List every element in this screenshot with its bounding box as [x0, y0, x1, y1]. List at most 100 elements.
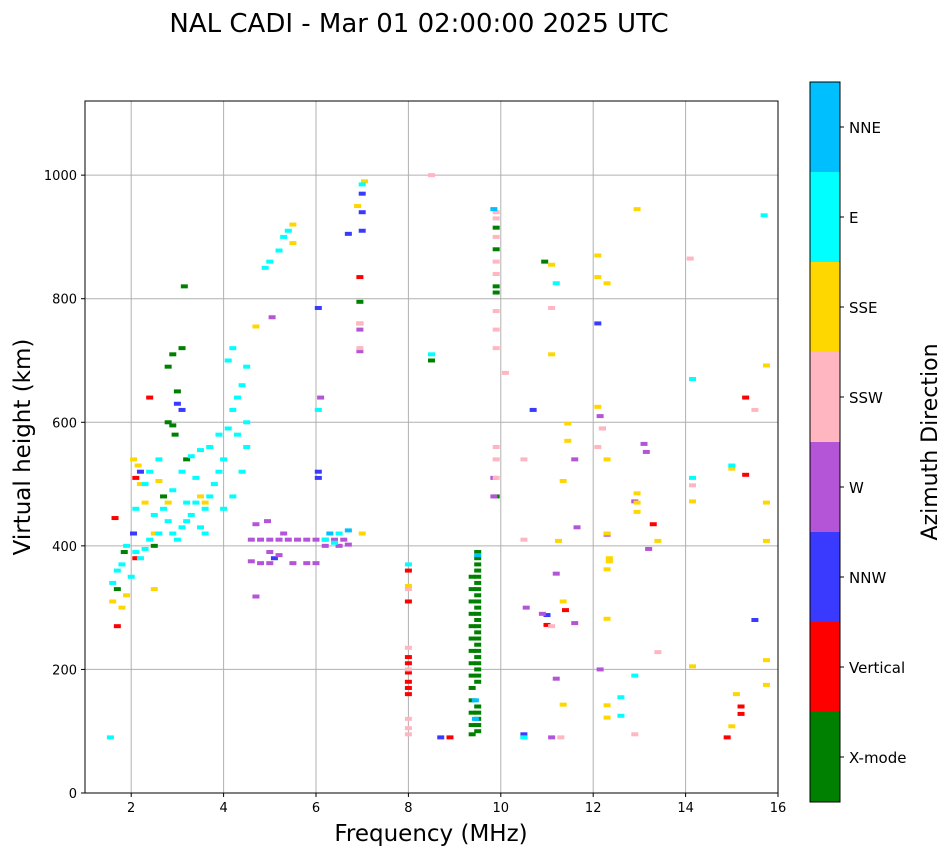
data-point [206, 494, 214, 499]
data-point [197, 448, 204, 453]
data-point [603, 715, 611, 720]
colorbar-label: Azimuth Direction [918, 343, 943, 540]
data-point [633, 207, 641, 212]
data-point [557, 735, 565, 740]
data-point [640, 441, 648, 446]
data-point [520, 735, 528, 740]
data-point [603, 703, 611, 708]
data-point [120, 550, 128, 555]
colorbar-segment [810, 622, 840, 712]
data-point [548, 624, 556, 629]
data-point [689, 377, 697, 382]
data-point [155, 457, 163, 462]
data-point [356, 346, 364, 351]
data-point [404, 685, 412, 690]
data-point [474, 574, 482, 579]
data-point [317, 395, 325, 400]
data-point [686, 256, 694, 261]
data-point [123, 593, 131, 598]
data-point [111, 516, 119, 521]
data-point [197, 525, 204, 530]
colorbar-tick-label: NNW [849, 569, 886, 587]
data-point [404, 679, 412, 684]
data-points [106, 173, 770, 740]
data-point [344, 231, 352, 236]
data-point [280, 234, 288, 239]
data-point [344, 528, 352, 533]
data-point [160, 494, 168, 499]
x-tick-label: 2 [127, 801, 135, 816]
data-point [474, 648, 482, 653]
data-point [474, 587, 482, 592]
colorbar-tick-label: W [849, 479, 864, 497]
data-point [160, 506, 168, 511]
data-point [141, 482, 149, 487]
data-point [356, 299, 364, 304]
data-point [737, 704, 745, 709]
data-point [596, 414, 604, 419]
data-point [215, 469, 223, 474]
data-point [520, 732, 528, 737]
data-point [118, 605, 126, 610]
data-point [146, 537, 154, 542]
data-point [284, 228, 292, 233]
data-point [468, 587, 476, 592]
data-point [257, 537, 265, 542]
data-point [617, 713, 625, 718]
data-point [468, 673, 476, 678]
colorbar-tick-label: NNE [849, 119, 881, 137]
data-point [552, 676, 560, 681]
data-point [192, 475, 200, 480]
data-point [118, 562, 126, 567]
data-point [552, 571, 560, 576]
data-point [243, 364, 251, 369]
data-point [171, 432, 179, 437]
data-point [596, 667, 604, 672]
data-point [594, 253, 602, 258]
data-point [180, 284, 188, 289]
y-axis-label: Virtual height (km) [10, 339, 36, 556]
data-point [247, 559, 255, 564]
data-point [173, 537, 181, 542]
x-tick-label: 12 [585, 801, 602, 816]
data-point [404, 568, 412, 573]
data-point [760, 213, 768, 218]
data-point [468, 732, 476, 737]
y-tick-label: 0 [69, 787, 77, 802]
y-tick-label: 400 [52, 540, 77, 555]
data-point [150, 512, 158, 517]
data-point [468, 624, 476, 629]
data-point [266, 259, 274, 264]
data-point [358, 210, 366, 215]
data-point [474, 618, 482, 622]
data-point [303, 537, 311, 542]
x-tick-label: 8 [404, 801, 412, 816]
data-point [229, 494, 237, 499]
data-point [134, 463, 142, 468]
data-point [404, 667, 412, 672]
data-point [344, 542, 352, 547]
data-point [490, 494, 498, 499]
data-point [356, 275, 364, 280]
data-point [356, 321, 364, 326]
colorbar-segment [810, 712, 840, 802]
data-point [762, 658, 770, 663]
data-point [261, 265, 269, 270]
data-point [404, 599, 412, 604]
data-point [233, 432, 241, 437]
data-point [358, 191, 366, 196]
data-point [252, 594, 260, 599]
data-point [243, 420, 251, 425]
data-point [109, 599, 117, 604]
data-point [113, 587, 121, 592]
data-point [548, 352, 556, 357]
data-point [492, 272, 500, 276]
data-point [109, 580, 117, 585]
data-point [474, 673, 482, 678]
colorbar-frame [809, 81, 841, 803]
data-point [303, 561, 311, 566]
data-point [275, 553, 283, 558]
data-point [468, 611, 476, 616]
data-point [468, 685, 476, 690]
